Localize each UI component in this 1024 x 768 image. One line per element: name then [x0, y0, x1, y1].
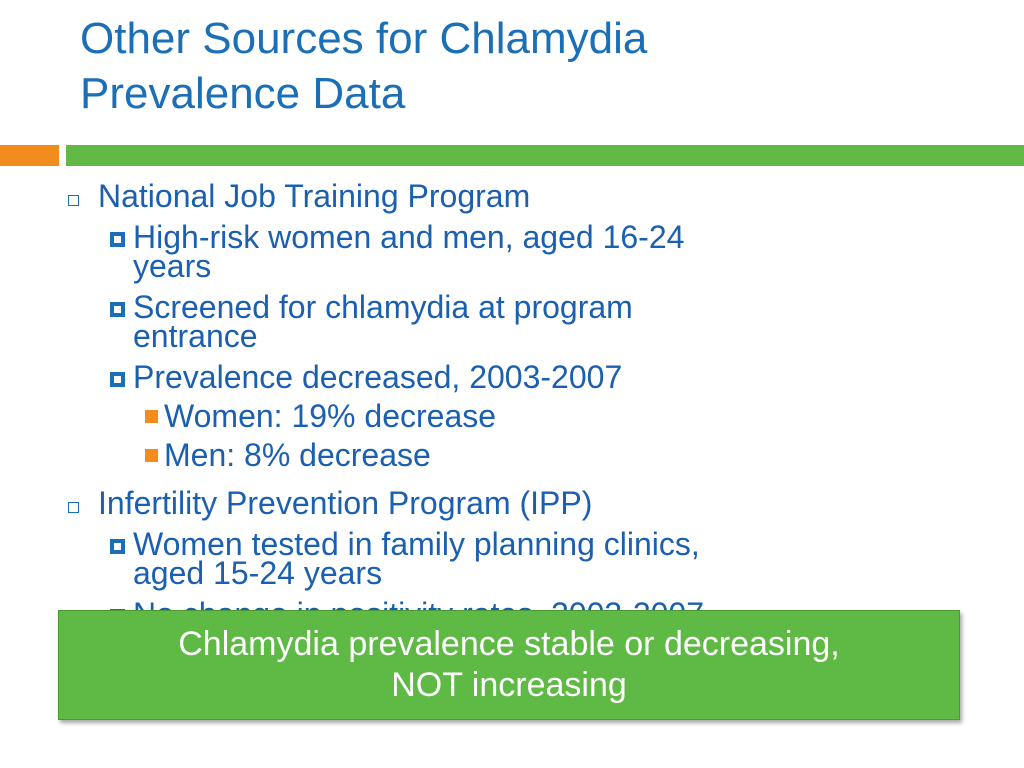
hollow-square-bullet-icon	[68, 502, 79, 513]
orange-square-bullet-icon	[145, 410, 158, 423]
callout-line-2: NOT increasing	[391, 666, 627, 704]
accent-bar-green	[66, 145, 1024, 166]
title-line-2: Prevalence Data	[80, 68, 406, 118]
accent-bar-orange	[0, 145, 59, 166]
bullet-line: aged 15-24 years	[133, 554, 383, 591]
square-bullet-icon	[110, 539, 125, 554]
sub-bullet-men: Men: 8% decrease	[164, 437, 431, 473]
bullet-line: Screened for chlamydia at program	[133, 289, 633, 325]
bullet-line: Women tested in family planning clinics,	[133, 526, 700, 562]
section-heading-ipp: Infertility Prevention Program (IPP)	[98, 485, 593, 521]
bullet-prevalence-decreased: Prevalence decreased, 2003-2007	[133, 359, 623, 395]
hollow-square-bullet-icon	[68, 195, 79, 206]
bullet-high-risk: High-risk women and men, aged 16-24 year…	[133, 219, 685, 284]
orange-square-bullet-icon	[145, 449, 158, 462]
bullet-line: years	[133, 247, 212, 284]
callout-line-1: Chlamydia prevalence stable or decreasin…	[178, 625, 840, 664]
bullet-screened: Screened for chlamydia at program entran…	[133, 289, 633, 354]
square-bullet-icon	[110, 372, 125, 387]
callout-box: Chlamydia prevalence stable or decreasin…	[58, 610, 960, 720]
section-heading-job-training: National Job Training Program	[98, 178, 531, 214]
sub-bullet-women: Women: 19% decrease	[164, 398, 497, 434]
bullet-line: entrance	[133, 317, 258, 354]
callout-text: Chlamydia prevalence stable or decreasin…	[178, 624, 839, 706]
bullet-women-tested: Women tested in family planning clinics,…	[133, 526, 700, 591]
title-line-1: Other Sources for Chlamydia	[80, 14, 648, 63]
slide-title: Other Sources for Chlamydia Prevalence D…	[80, 12, 980, 121]
square-bullet-icon	[110, 302, 125, 317]
square-bullet-icon	[110, 232, 125, 247]
bullet-line: High-risk women and men, aged 16-24	[133, 219, 685, 255]
